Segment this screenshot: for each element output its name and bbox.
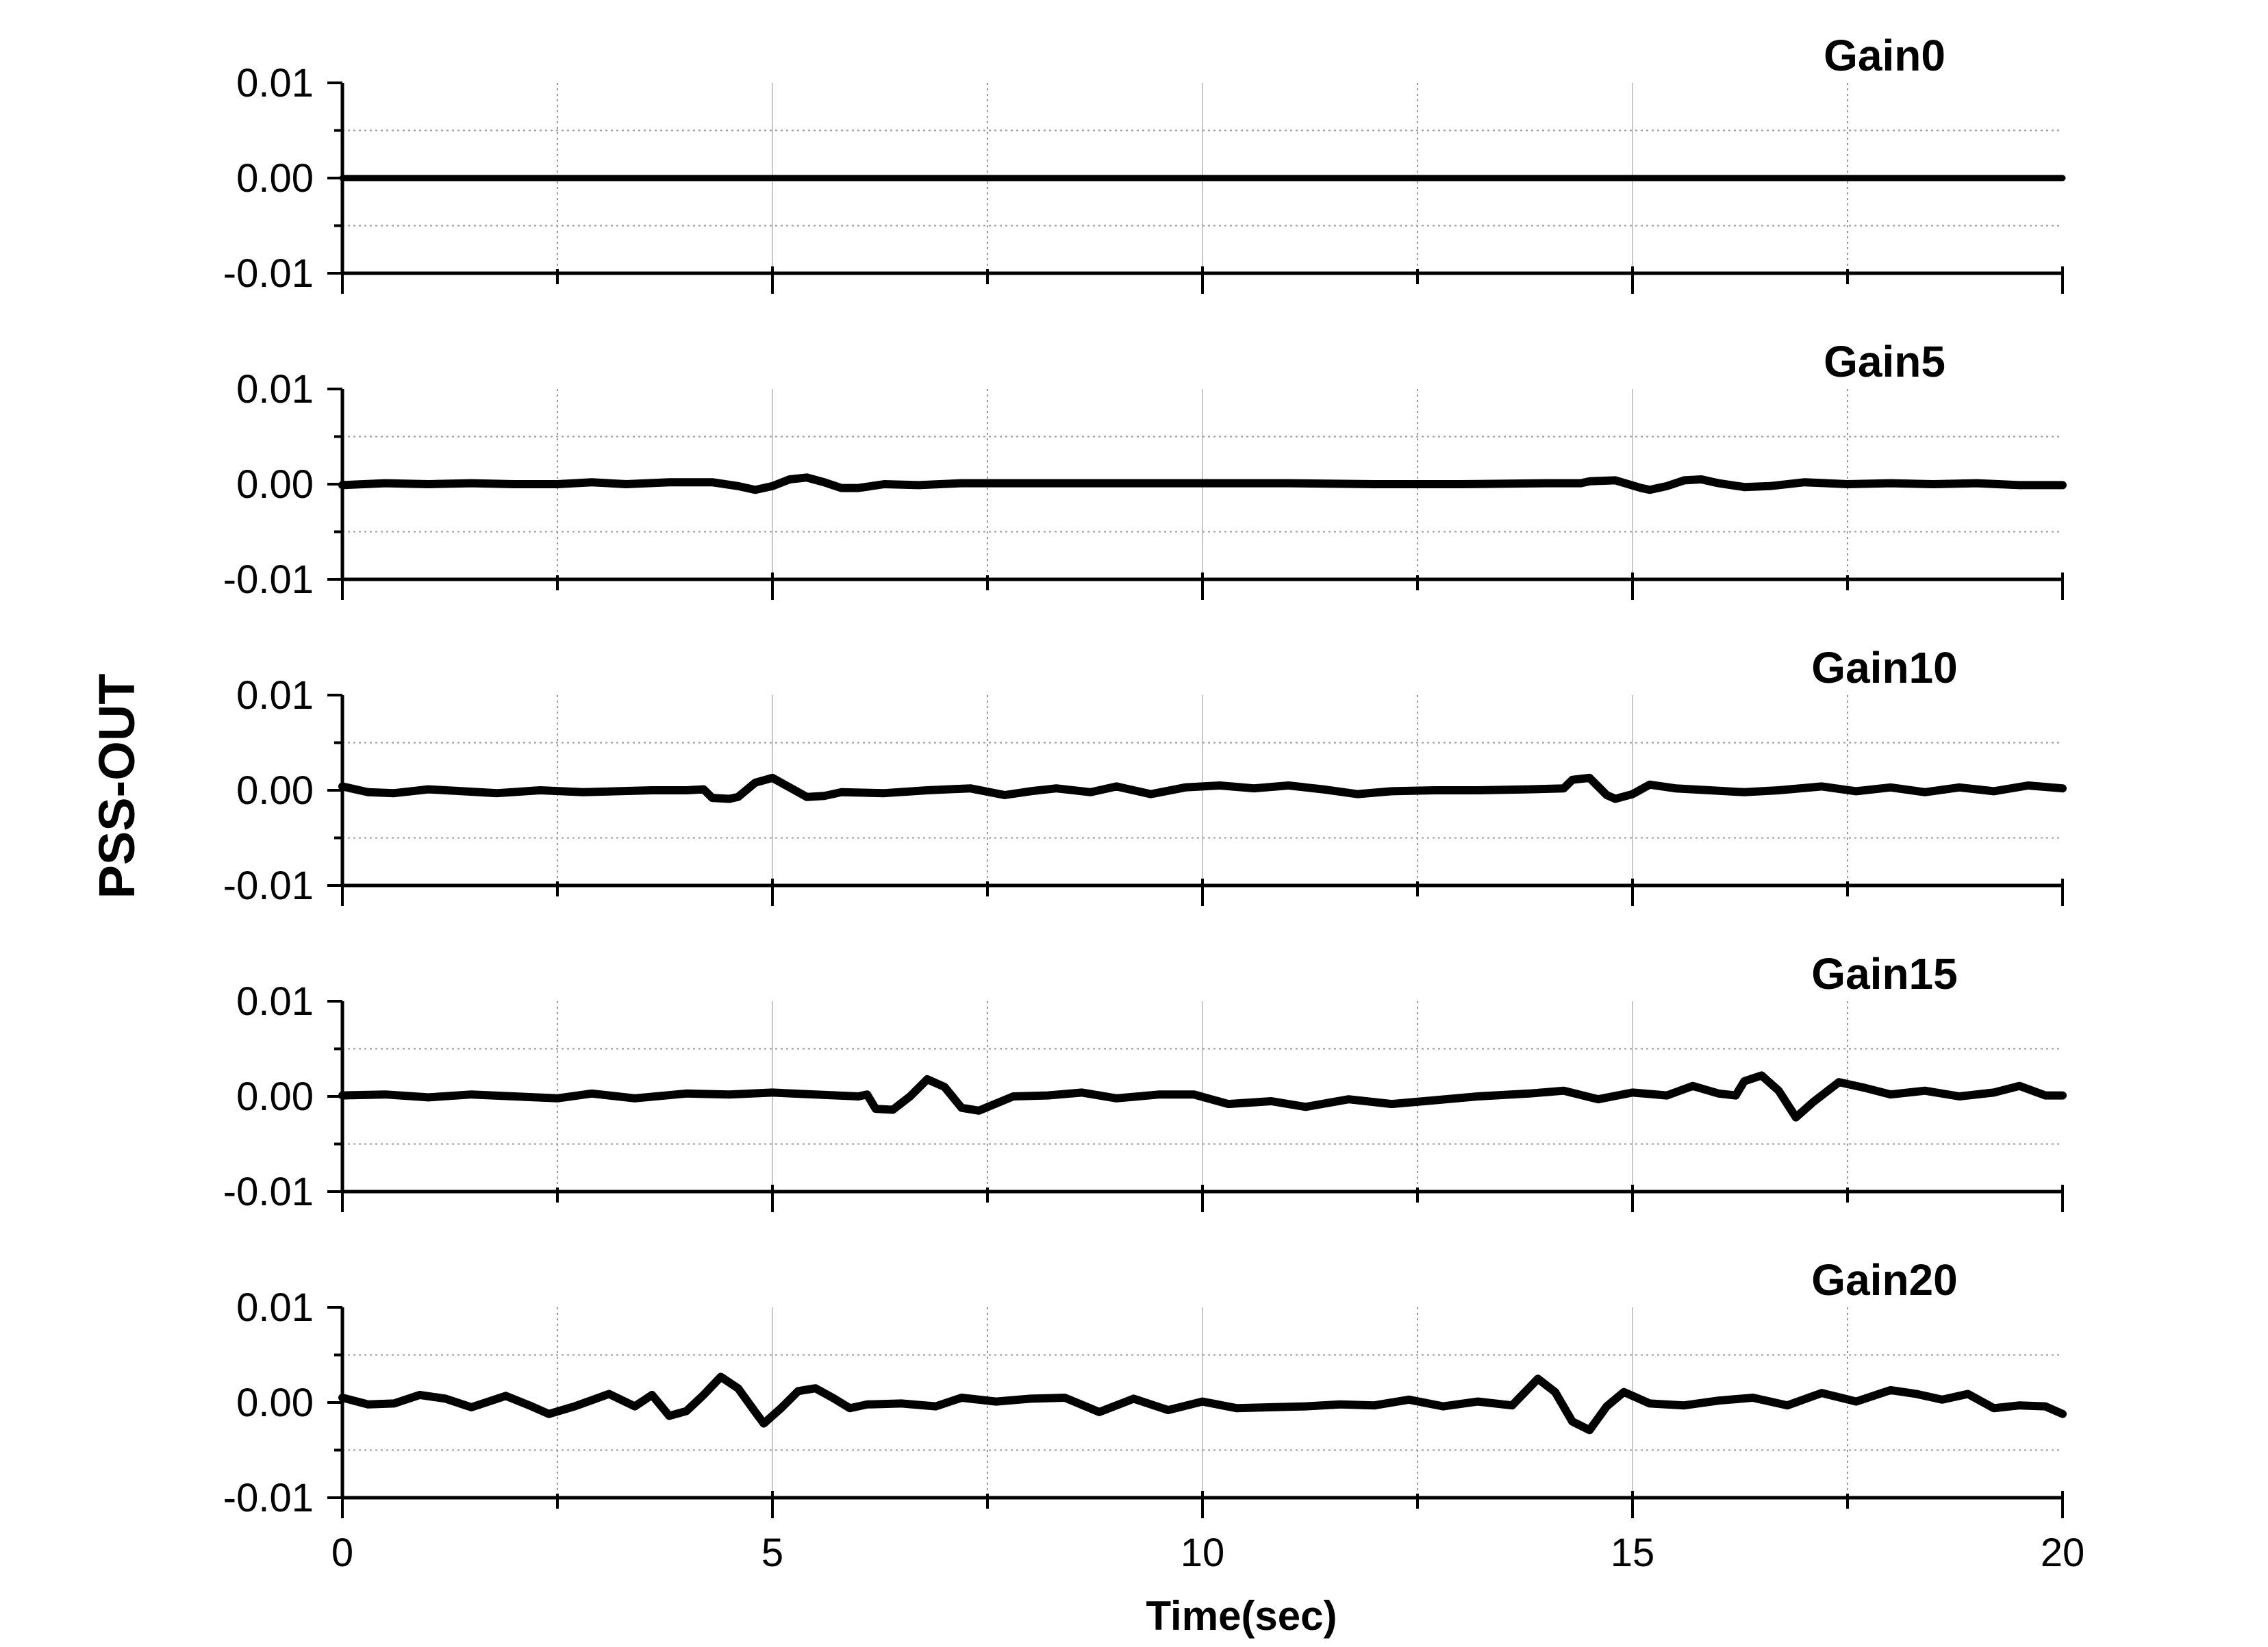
- x-tick-label: 5: [761, 1531, 783, 1575]
- y-tick-label: 0.00: [236, 1074, 314, 1119]
- y-axis-title: PSS-OUT: [88, 674, 145, 899]
- series-line-gain20: [338, 1372, 2067, 1435]
- x-tick-label: 10: [1181, 1531, 1225, 1575]
- y-tick-label: 0.01: [236, 673, 314, 718]
- panel-gain5: 0.01 0.00 -0.01 Gain5: [223, 337, 2067, 602]
- panel-gain0: 0.01 0.00 -0.01 Gain0: [223, 31, 2066, 296]
- y-tick-label: 0.00: [236, 768, 314, 813]
- series-label-gain5: Gain5: [1824, 337, 1945, 386]
- series-line-gain5: [338, 473, 2067, 494]
- series-label-gain20: Gain20: [1811, 1255, 1957, 1305]
- y-tick-label: 0.01: [236, 1285, 314, 1330]
- y-tick-label: 0.00: [236, 1381, 314, 1425]
- panel-gain20: 0.01 0.00 -0.01 Gain20: [223, 1255, 2067, 1520]
- y-tick-label: 0.01: [236, 367, 314, 412]
- x-axis-title: Time(sec): [1146, 1593, 1337, 1639]
- y-tick-label: -0.01: [223, 557, 314, 602]
- series-line-gain15: [338, 1071, 2067, 1122]
- y-tick-label: -0.01: [223, 251, 314, 296]
- y-tick-label: 0.01: [236, 61, 314, 105]
- series-line-gain10: [338, 773, 2067, 803]
- series-label-gain10: Gain10: [1811, 643, 1957, 692]
- y-tick-label: 0.01: [236, 979, 314, 1024]
- x-tick-label: 0: [331, 1531, 353, 1575]
- series-label-gain0: Gain0: [1824, 31, 1945, 80]
- y-tick-label: -0.01: [223, 1170, 314, 1214]
- panel-gain10: 0.01 0.00 -0.01 Gain10: [223, 643, 2067, 908]
- y-tick-label: 0.00: [236, 462, 314, 507]
- panel-gain15: 0.01 0.00 -0.01 Gain15: [223, 949, 2067, 1214]
- y-tick-label: -0.01: [223, 864, 314, 908]
- x-tick-label: 15: [1611, 1531, 1655, 1575]
- y-tick-label: -0.01: [223, 1476, 314, 1520]
- y-tick-label: 0.00: [236, 156, 314, 201]
- series-label-gain15: Gain15: [1811, 949, 1957, 998]
- x-tick-label: 20: [2041, 1531, 2085, 1575]
